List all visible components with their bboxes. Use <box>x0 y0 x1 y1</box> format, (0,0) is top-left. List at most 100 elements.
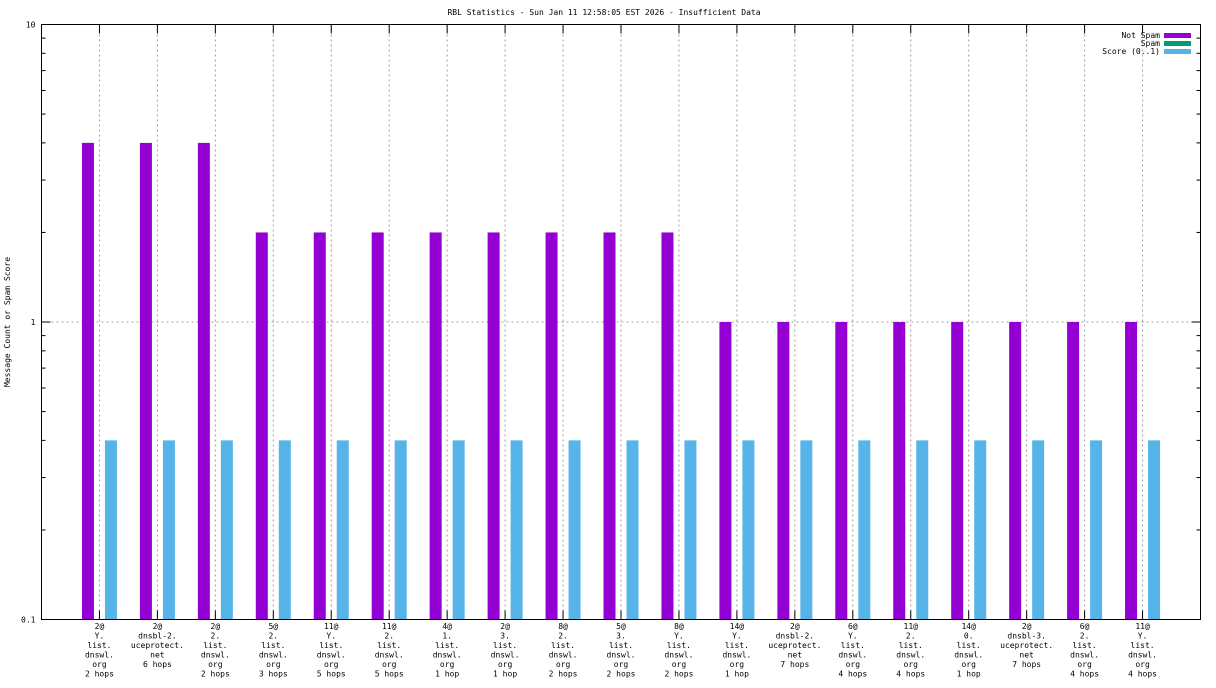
x-tick-label: 5@ <box>616 622 626 631</box>
x-tick-label: list. <box>261 641 285 650</box>
x-tick-label: dnswl. <box>896 651 925 660</box>
x-tick-label: 14@ <box>961 622 976 631</box>
x-tick-label: 11@ <box>904 622 919 631</box>
bar-score- <box>336 440 349 620</box>
x-tick-label: 3. <box>500 632 510 641</box>
x-tick-label: net <box>1019 651 1034 660</box>
bar-not-spam <box>893 322 906 620</box>
legend-swatch <box>1164 33 1191 38</box>
x-tick-label: uceprotect. <box>1000 641 1053 650</box>
legend-label: Score (0..1) <box>1102 47 1160 56</box>
x-tick-label: list. <box>319 641 343 650</box>
x-tick-label: 2 hops <box>549 670 578 679</box>
x-tick-label: org <box>324 660 339 669</box>
x-tick-label: list. <box>493 641 517 650</box>
bar-not-spam <box>835 322 848 620</box>
x-tick-label: dnswl. <box>317 651 346 660</box>
x-tick-label: 4 hops <box>1070 670 1099 679</box>
x-tick-label: list. <box>957 641 981 650</box>
x-tick-label: Y. <box>326 632 336 641</box>
bar-not-spam <box>487 232 500 620</box>
x-tick-label: org <box>1135 660 1150 669</box>
x-tick-label: 4 hops <box>1128 670 1157 679</box>
bar-score- <box>858 440 871 620</box>
x-tick-label: 5@ <box>268 622 278 631</box>
x-tick-label: 1 hop <box>435 670 459 679</box>
x-tick-label: 2 hops <box>664 670 693 679</box>
x-tick-label: org <box>208 660 223 669</box>
x-tick-label: 8@ <box>558 622 568 631</box>
x-tick-label: Y. <box>1138 632 1148 641</box>
x-tick-label: 11@ <box>1135 622 1150 631</box>
x-tick-label: 2@ <box>500 622 510 631</box>
bar-not-spam <box>1067 322 1080 620</box>
x-tick-label: org <box>961 660 976 669</box>
bar-not-spam <box>139 142 152 620</box>
bar-score- <box>104 440 117 620</box>
x-tick-label: dnswl. <box>1070 651 1099 660</box>
x-tick-label: dnswl. <box>375 651 404 660</box>
x-tick-label: 2@ <box>153 622 163 631</box>
x-tick-label: dnswl. <box>664 651 693 660</box>
legend-label: Not Spam <box>1121 31 1160 40</box>
x-tick-label: org <box>672 660 687 669</box>
legend-label: Spam <box>1141 39 1160 48</box>
x-tick-label: dnswl. <box>491 651 520 660</box>
x-tick-label: 5 hops <box>375 670 404 679</box>
x-tick-label: 4 hops <box>896 670 925 679</box>
x-tick-label: 2@ <box>790 622 800 631</box>
x-tick-label: org <box>846 660 861 669</box>
y-tick-label: 10 <box>26 21 36 30</box>
bar-not-spam <box>603 232 616 620</box>
x-tick-label: list. <box>435 641 459 650</box>
x-tick-label: Y. <box>95 632 105 641</box>
x-tick-label: org <box>440 660 455 669</box>
x-tick-label: list. <box>841 641 865 650</box>
bar-score- <box>1032 440 1045 620</box>
bar-not-spam <box>313 232 326 620</box>
x-tick-label: 1 hop <box>957 670 981 679</box>
x-tick-label: dnswl. <box>433 651 462 660</box>
x-tick-label: org <box>730 660 745 669</box>
x-tick-label: uceprotect. <box>768 641 821 650</box>
bar-not-spam <box>1009 322 1022 620</box>
x-tick-label: 2. <box>211 632 221 641</box>
x-tick-label: dnswl. <box>607 651 636 660</box>
x-tick-label: 2. <box>1080 632 1090 641</box>
x-tick-label: 5 hops <box>317 670 346 679</box>
x-tick-label: list. <box>899 641 923 650</box>
x-tick-label: 1. <box>442 632 452 641</box>
bar-score- <box>220 440 233 620</box>
bar-score- <box>974 440 987 620</box>
x-tick-label: 2. <box>268 632 278 641</box>
x-tick-label: 2 hops <box>607 670 636 679</box>
x-tick-label: dnsbl-2. <box>138 632 177 641</box>
x-tick-label: list. <box>203 641 227 650</box>
bar-not-spam <box>719 322 732 620</box>
y-tick-label: 0.1 <box>21 616 36 625</box>
x-tick-label: 7 hops <box>1012 660 1041 669</box>
x-tick-label: 2@ <box>95 622 105 631</box>
x-tick-label: 2@ <box>1022 622 1032 631</box>
x-tick-label: 4@ <box>442 622 452 631</box>
bar-not-spam <box>81 142 94 620</box>
x-tick-label: 1 hop <box>493 670 517 679</box>
x-tick-label: 4 hops <box>838 670 867 679</box>
plot-border <box>41 24 1201 620</box>
x-tick-label: org <box>92 660 107 669</box>
x-tick-label: org <box>498 660 513 669</box>
x-tick-label: dnswl. <box>549 651 578 660</box>
legend-swatch <box>1164 41 1191 46</box>
x-tick-label: 2. <box>906 632 916 641</box>
x-tick-label: uceprotect. <box>131 641 184 650</box>
bar-not-spam <box>255 232 268 620</box>
x-tick-label: dnswl. <box>259 651 288 660</box>
bar-score- <box>684 440 697 620</box>
bar-not-spam <box>371 232 384 620</box>
bar-score- <box>626 440 639 620</box>
x-tick-label: net <box>150 651 165 660</box>
x-tick-label: 3 hops <box>259 670 288 679</box>
x-tick-label: 2. <box>384 632 394 641</box>
x-tick-label: 1 hop <box>725 670 749 679</box>
y-tick-label: 1 <box>31 318 36 327</box>
